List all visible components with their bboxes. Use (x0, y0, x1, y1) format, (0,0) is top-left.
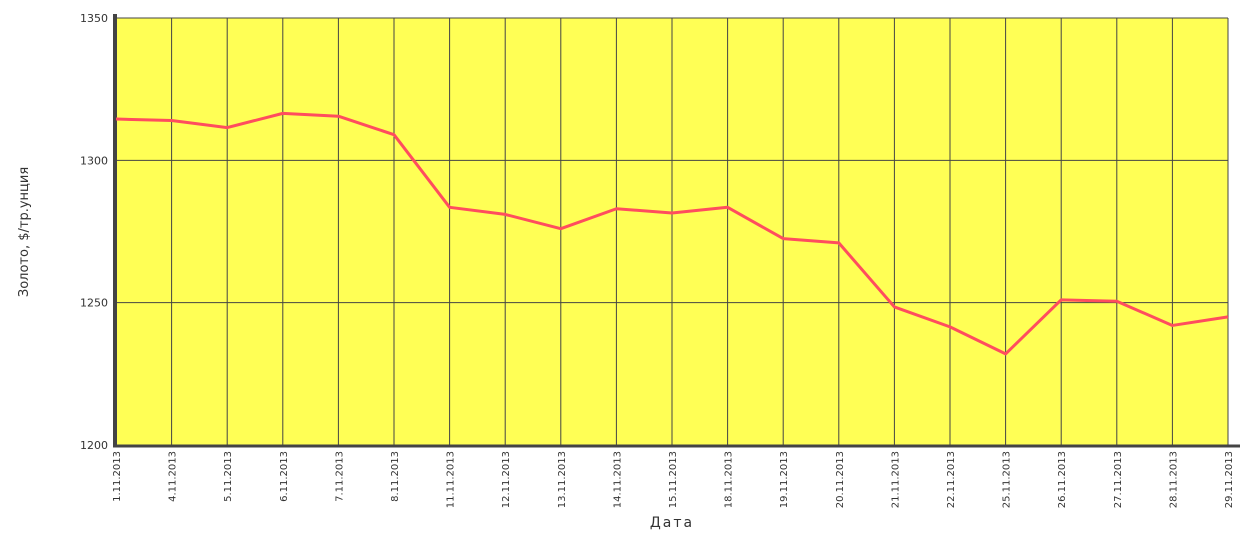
y-tick-label: 1300 (80, 154, 108, 167)
x-tick-label: 15.11.2013 (668, 451, 679, 508)
x-tick-label: 21.11.2013 (890, 451, 901, 508)
x-tick-label: 18.11.2013 (724, 451, 735, 508)
x-tick-label: 7.11.2013 (334, 451, 345, 502)
data-line (115, 111, 1229, 356)
x-tick-label: 28.11.2013 (1168, 451, 1179, 508)
y-tick-label: 1250 (80, 297, 108, 310)
x-tick-label: 1.11.2013 (112, 451, 123, 502)
x-tick-label: 11.11.2013 (446, 451, 457, 508)
x-tick-label: 22.11.2013 (946, 451, 957, 508)
x-tick-label: 12.11.2013 (501, 451, 512, 508)
x-tick-label: 25.11.2013 (1002, 451, 1013, 508)
x-tick-label: 5.11.2013 (223, 451, 234, 502)
x-tick-label: 4.11.2013 (168, 451, 179, 502)
y-axis-label: Золото, $/тр.унция (17, 167, 32, 297)
x-tick-label: 8.11.2013 (390, 451, 401, 502)
x-axis-label: Дата (650, 515, 694, 531)
x-tick-label: 26.11.2013 (1057, 451, 1068, 508)
x-tick-label: 6.11.2013 (279, 451, 290, 502)
x-tick-label: 20.11.2013 (835, 451, 846, 508)
x-tick-label: 13.11.2013 (557, 451, 568, 508)
y-tick-label: 1200 (80, 439, 108, 452)
x-tick-label: 29.11.2013 (1224, 451, 1235, 508)
y-tick-label: 1350 (80, 12, 108, 25)
x-tick-label: 27.11.2013 (1113, 451, 1124, 508)
x-tick-label: 14.11.2013 (612, 451, 623, 508)
x-tick-label: 19.11.2013 (779, 451, 790, 508)
